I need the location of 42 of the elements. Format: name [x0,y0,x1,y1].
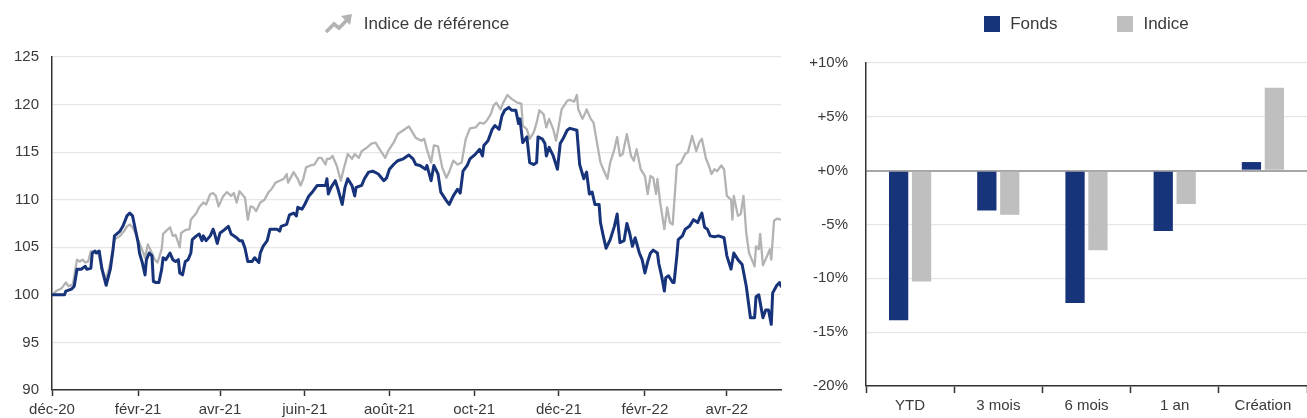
y-tick-label: -20% [812,376,848,394]
x-tick-label: 6 mois [1064,396,1109,414]
y-tick-label: -5% [821,214,848,232]
bar [1088,171,1108,251]
bar [1153,171,1173,231]
bar [1264,87,1284,170]
legend-label: Indice de référence [363,14,510,34]
y-tick-label: 120 [13,94,39,112]
bar [911,171,932,282]
x-tick-label: 3 mois [976,396,1021,414]
y-tick-label: -10% [812,268,848,286]
y-tick-label: +5% [817,106,848,124]
x-tick-label: févr-21 [114,400,162,418]
y-tick-label: +0% [817,160,848,178]
x-tick-label: Création [1234,396,1292,414]
bar [977,171,997,211]
y-tick-label: 90 [22,380,39,398]
x-tick-label: déc-21 [535,400,582,418]
legend-label: Fonds [1010,14,1058,34]
y-tick-label: 110 [15,189,39,207]
bar [1000,171,1020,215]
x-tick-label: YTD [895,396,926,414]
x-tick-label: avr-21 [198,400,242,418]
y-tick-label: 125 [13,47,39,65]
x-tick-label: avr-22 [705,400,749,418]
bar [889,171,909,321]
x-tick-label: août-21 [363,400,415,418]
y-tick-label: 105 [13,237,39,255]
y-tick-label: 95 [22,332,39,350]
bar [1065,171,1085,304]
x-tick-label: 1 an [1160,396,1190,414]
legend-label: Indice [1143,14,1189,34]
x-tick-label: févr-22 [621,400,669,418]
x-tick-label: déc-20 [29,400,75,418]
x-tick-label: oct-21 [453,400,495,418]
y-tick-label: -15% [812,322,848,340]
y-tick-label: 100 [13,285,39,302]
bar [1176,171,1196,205]
bar [1241,162,1262,170]
y-tick-label: 115 [15,142,39,160]
y-tick-label: +10% [809,53,848,71]
x-tick-label: juin-21 [281,400,328,418]
